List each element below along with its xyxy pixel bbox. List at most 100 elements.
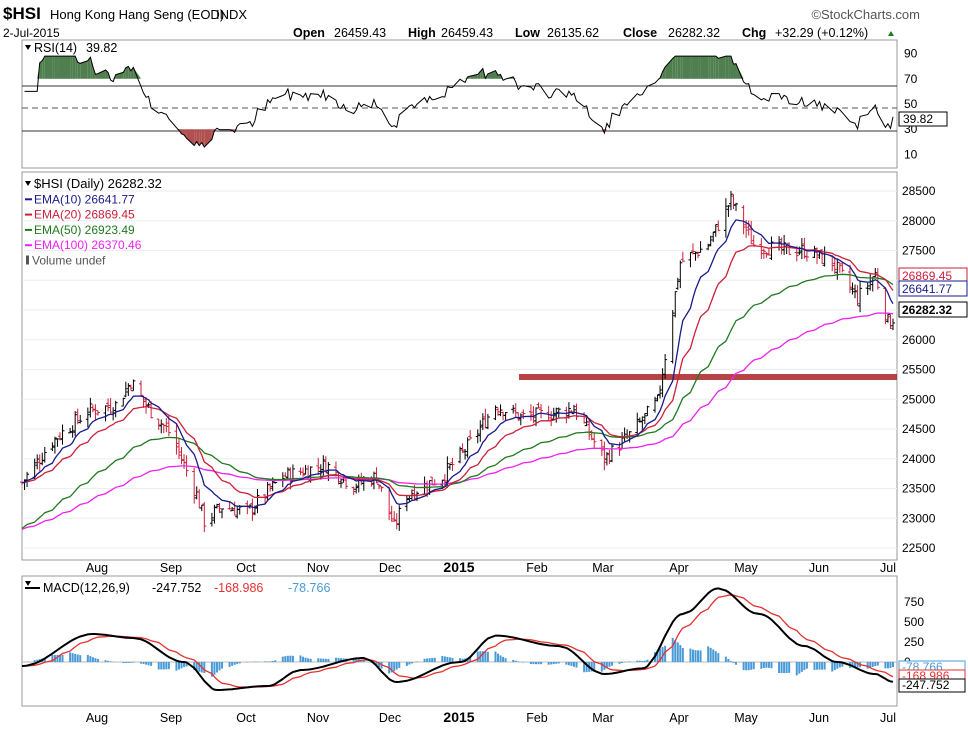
price-legend-item: EMA(50) 26923.49 xyxy=(34,223,135,237)
price-panel: 2850028000275002700026500260002550025000… xyxy=(20,171,968,561)
up-arrow-icon xyxy=(888,31,894,36)
price-frame xyxy=(21,171,898,561)
rsi-overbought-fill xyxy=(125,66,129,79)
rsi-overbought-fill xyxy=(730,56,734,79)
price-legend-item: Volume undef xyxy=(32,254,106,268)
rsi-overbought-fill xyxy=(54,56,58,79)
x-axis-label: Feb xyxy=(526,561,548,575)
rsi-overbought-fill xyxy=(39,60,43,79)
x-axis-label: Aug xyxy=(86,711,108,725)
x-axis-label: Apr xyxy=(669,711,688,725)
close-label: Close xyxy=(623,26,657,40)
rsi-overbought-fill xyxy=(62,56,71,79)
price-value-tag xyxy=(898,280,968,297)
rsi-overbought-fill xyxy=(42,56,45,79)
rsi-overbought-fill xyxy=(95,73,98,79)
macd-y-axis: 7505002500 xyxy=(904,595,924,669)
signal-value: -168.986 xyxy=(214,581,263,595)
macd-label: MACD(12,26,9) xyxy=(43,581,130,595)
chg-label: Chg xyxy=(742,26,766,40)
ema20-line xyxy=(21,245,894,499)
volume-bars-icon xyxy=(26,255,29,265)
rsi-overbought-fill xyxy=(72,56,76,79)
rsi-overbought-fill xyxy=(80,60,88,79)
rsi-overbought-fill xyxy=(675,56,678,79)
rsi-overbought-fill xyxy=(725,56,729,79)
index-name: Hong Kong Hang Seng (EOD) xyxy=(50,7,224,22)
rsi-oversold-fill xyxy=(199,129,202,146)
rsi-overbought-fill xyxy=(87,57,91,79)
rsi-legend: RSI(14) 39.82 xyxy=(25,41,117,55)
rsi-overbought-fill xyxy=(470,74,478,79)
x-axis-label: Aug xyxy=(86,561,108,575)
rsi-overbought-fill xyxy=(477,71,481,79)
x-axis-label: 2015 xyxy=(443,559,474,575)
rsi-overbought-fill xyxy=(662,67,666,79)
rsi-overbought-fill xyxy=(728,56,731,79)
x-axis-label: Nov xyxy=(307,561,330,575)
price-y-axis: 2850028000275002700026500260002550025000… xyxy=(902,184,936,555)
rsi-overbought-fill xyxy=(498,74,501,79)
price-tick-label: 25500 xyxy=(902,363,936,377)
x-axis-label: Oct xyxy=(236,711,256,725)
price-legend-item: EMA(10) 26641.77 xyxy=(34,192,135,206)
price-tick-label: 25000 xyxy=(902,392,936,406)
ema50-line xyxy=(21,273,894,529)
rsi-tick-label: 50 xyxy=(904,97,918,111)
price-tick-label: 23000 xyxy=(902,511,936,525)
rsi-overbought-fill xyxy=(713,56,716,79)
rsi-caret-icon xyxy=(25,45,31,50)
price-tick-label: 28500 xyxy=(902,184,936,198)
price-tick-label: 27500 xyxy=(902,244,936,258)
rsi-overbought-fill xyxy=(59,56,63,79)
macd-frame xyxy=(21,575,898,707)
x-axis-label: May xyxy=(734,561,758,575)
x-axis-label: Mar xyxy=(592,711,614,725)
rsi-line xyxy=(24,55,894,148)
rsi-overbought-fill xyxy=(57,56,60,79)
rsi-overbought-fill xyxy=(123,67,126,79)
x-axis-label: Jul xyxy=(880,561,896,575)
rsi-overbought-fill xyxy=(90,57,93,79)
price-tick-label: 22500 xyxy=(902,541,936,555)
rsi-overbought-fill xyxy=(692,56,696,79)
price-value-tag xyxy=(898,301,968,318)
rsi-overbought-fill xyxy=(698,56,701,79)
rsi-oversold-fill xyxy=(181,129,185,135)
rsi-tick-label: 70 xyxy=(904,72,918,86)
macd-tick-label: 250 xyxy=(904,635,924,649)
macd-legend: MACD(12,26,9) -247.752 -168.986 -78.766 xyxy=(25,581,330,595)
rsi-overbought-fill xyxy=(487,70,496,79)
price-tick-label: 28000 xyxy=(902,214,936,228)
rsi-overbought-fill xyxy=(97,70,106,79)
rsi-overbought-fill xyxy=(133,67,142,79)
price-tick-label: 23500 xyxy=(902,482,936,496)
x-axis-label: Sep xyxy=(160,711,182,725)
macd-value-tag xyxy=(898,678,966,693)
rsi-overbought-fill xyxy=(682,56,691,79)
rsi-oversold-fill xyxy=(186,129,195,146)
rsi-frame xyxy=(21,39,898,169)
x-axis-label: Mar xyxy=(592,561,614,575)
price-tick-label: 24000 xyxy=(902,452,936,466)
rsi-oversold-fill xyxy=(196,129,200,146)
rsi-overbought-fill xyxy=(70,56,73,79)
hist-value: -78.766 xyxy=(288,581,330,595)
macd-x-axis: Aug Sep Oct Nov Dec 2015 Feb Mar Apr May Jun Jul xyxy=(86,709,896,725)
low-label: Low xyxy=(515,26,540,40)
low-value: 26135.62 xyxy=(547,26,599,40)
brand-logo[interactable]: ©StockCharts.com xyxy=(811,7,920,22)
rsi-oversold-fill xyxy=(184,129,187,139)
x-axis-label: Dec xyxy=(379,711,401,725)
rsi-oversold-fill xyxy=(201,129,205,148)
x-axis-label: Oct xyxy=(236,561,256,575)
macd-caret-icon xyxy=(25,581,31,586)
open-label: Open xyxy=(293,26,325,40)
price-x-axis: Aug Sep Oct Nov Dec 2015 Feb Mar Apr May Jun Jul xyxy=(86,559,896,575)
rsi-overbought-fill xyxy=(708,56,711,79)
rsi-oversold-fill xyxy=(204,129,212,148)
ema100-line xyxy=(21,312,894,531)
